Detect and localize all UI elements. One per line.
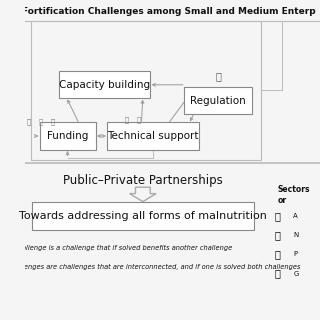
Text: 🏛: 🏛 — [274, 268, 280, 279]
Text: allenge is a challenge that if solved benefits another challenge: allenge is a challenge that if solved be… — [22, 245, 232, 251]
Text: Funding: Funding — [47, 131, 88, 141]
Text: Capacity building: Capacity building — [59, 80, 150, 90]
FancyBboxPatch shape — [32, 202, 253, 230]
Text: Technical support: Technical support — [108, 131, 199, 141]
Text: A: A — [293, 213, 298, 219]
Text: ⛪: ⛪ — [274, 249, 280, 260]
Text: 🌐: 🌐 — [39, 118, 43, 125]
Text: 🏛: 🏛 — [215, 71, 221, 81]
Text: 🌐: 🌐 — [274, 230, 280, 240]
Text: lenges are challenges that are interconnected, and if one is solved both challen: lenges are challenges that are interconn… — [22, 264, 300, 270]
Text: G: G — [293, 271, 299, 276]
FancyBboxPatch shape — [39, 123, 96, 150]
Text: ⛪: ⛪ — [124, 117, 129, 123]
FancyBboxPatch shape — [59, 71, 150, 99]
Text: 🎓: 🎓 — [274, 211, 280, 221]
Text: 🌐: 🌐 — [136, 117, 140, 123]
Text: Sectors
or: Sectors or — [277, 186, 310, 205]
Text: P: P — [293, 252, 298, 257]
FancyBboxPatch shape — [108, 123, 199, 150]
Text: Regulation: Regulation — [190, 96, 246, 106]
Text: Towards addressing all forms of malnutrition: Towards addressing all forms of malnutri… — [19, 211, 267, 221]
Text: ⛪: ⛪ — [27, 118, 31, 125]
Text: 🏛: 🏛 — [51, 118, 55, 125]
FancyBboxPatch shape — [184, 87, 252, 114]
Text: Fortification Challenges among Small and Medium Enterp: Fortification Challenges among Small and… — [22, 7, 316, 16]
Text: N: N — [293, 232, 299, 238]
Text: Public–Private Partnerships: Public–Private Partnerships — [63, 174, 223, 187]
